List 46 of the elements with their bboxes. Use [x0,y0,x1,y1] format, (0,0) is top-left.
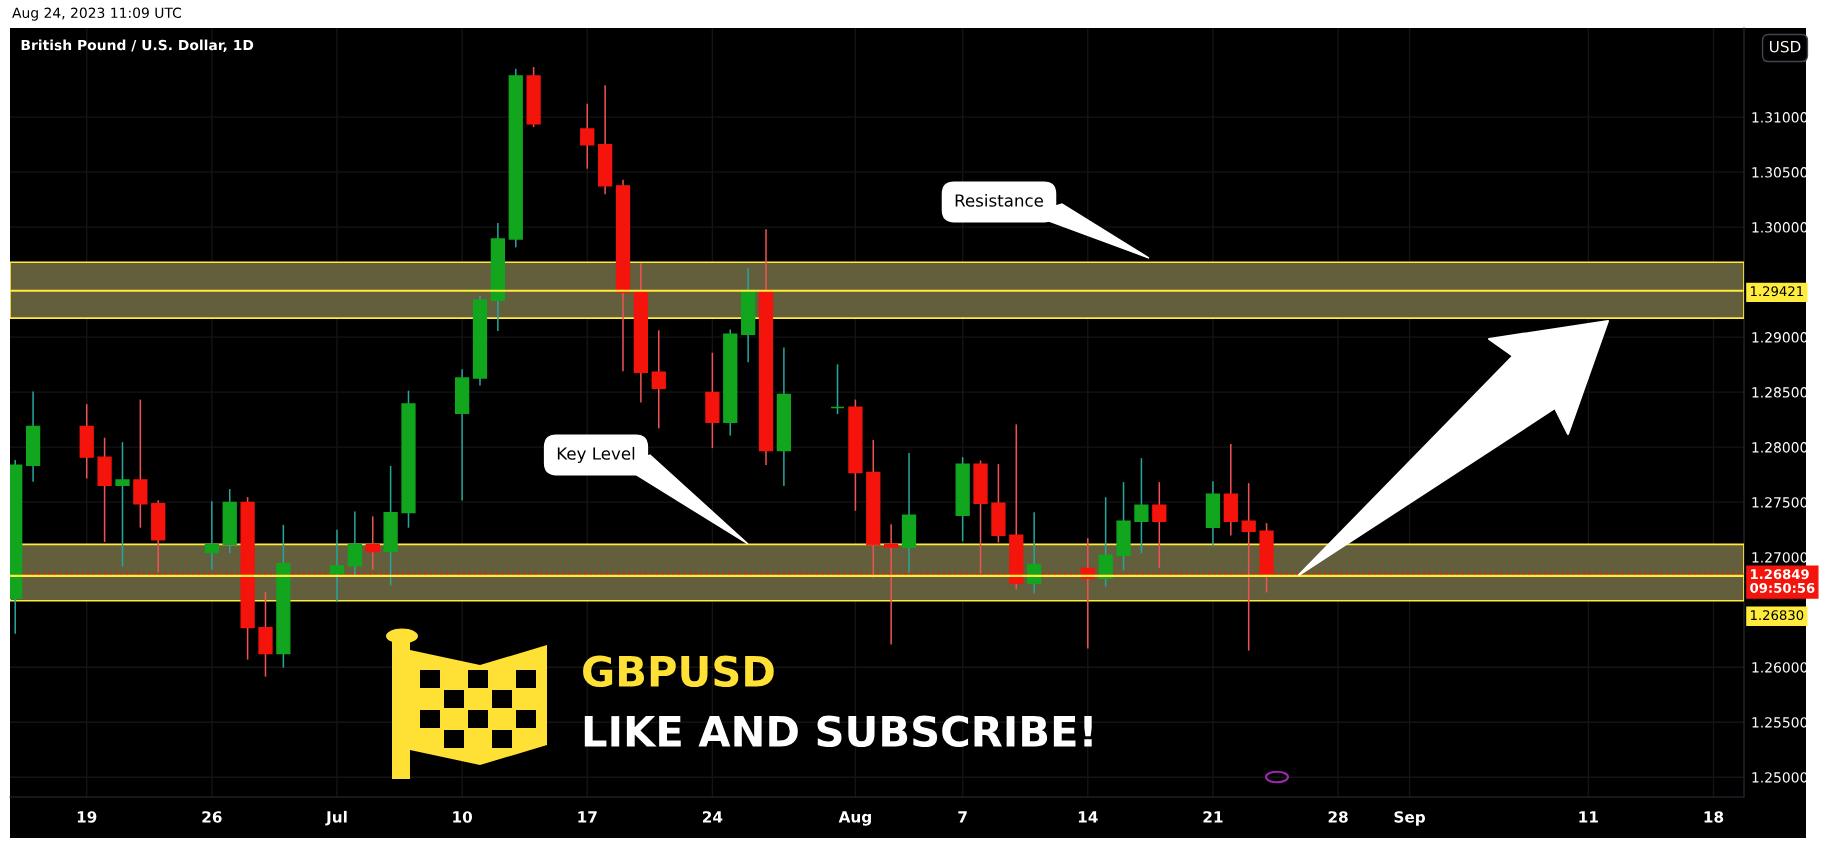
x-tick-label: 17 [578,811,597,823]
x-tick-label: 28 [1328,811,1348,823]
candlestick [651,330,666,429]
y-tick-label: 1.27500 [1752,497,1808,508]
y-tick-label: 1.29000 [1752,332,1808,343]
annotation: LIKE AND SUBSCRIBE! [584,715,1092,748]
annotation: GBPUSD [583,655,774,688]
candlestick [115,442,130,567]
y-tick-label: 1.30500 [1752,167,1808,178]
ref-line-label: 1.26830 [1751,610,1804,621]
y-tick-label: 1.28000 [1752,442,1808,453]
y-tick-label: 1.25000 [1752,772,1808,783]
x-tick-label: 24 [702,811,723,823]
x-tick-label: Jul [325,810,347,826]
x-tick-label: 18 [1704,811,1724,823]
candlestick [580,103,595,169]
candlestick [204,501,219,570]
y-tick-label: 1.27000 [1752,552,1808,563]
y-tick-label: 1.30000 [1752,222,1808,233]
x-tick-label: 19 [77,811,97,823]
candlestick [347,511,362,577]
annotation: Resistance [955,193,1044,207]
text: Aug 24, 2023 11:09 UTC [12,7,182,21]
x-tick-label: 7 [958,811,967,823]
annotation: Key Level [557,446,635,464]
x-tick-label: 14 [1078,811,1098,823]
ref-line-label: 1.29421 [1751,286,1803,297]
y-tick-label: 1.31000 [1752,112,1808,123]
candlestick [329,529,345,602]
y-tick-label: 1.26000 [1752,662,1808,673]
candlestick [1152,482,1167,569]
y-tick-label: 1.28500 [1752,387,1808,398]
x-tick-label: 10 [453,811,473,823]
x-tick-label: 26 [202,811,222,823]
x-tick-label: 11 [1579,811,1598,823]
x-tick-label: Aug [838,811,871,826]
x-tick-label: 21 [1203,811,1223,823]
candlestick [365,516,380,570]
candlestick [830,364,845,415]
text: USD [1770,40,1801,53]
y-tick-label: 1.25500 [1752,717,1808,728]
ref-line-label: 1.26849 09:50:56 [1750,569,1815,593]
x-tick-label: Sep [1394,811,1426,826]
text: British Pound / U.S. Dollar, 1D [21,39,254,53]
candlestick [1134,458,1149,554]
candlestick [133,399,148,528]
